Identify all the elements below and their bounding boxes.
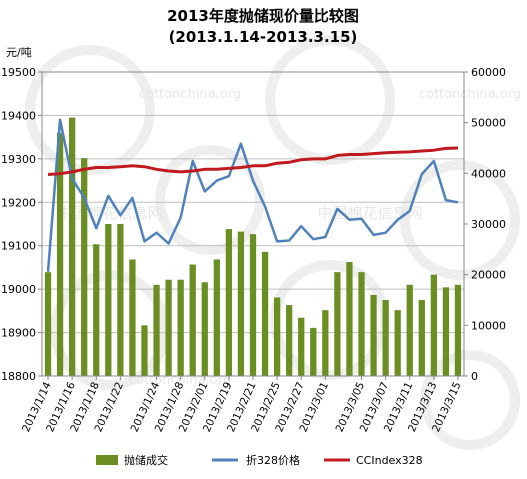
right-tick-label: 50000 <box>471 117 506 130</box>
bar <box>129 259 136 376</box>
legend-label-bar: 抛储成交 <box>124 453 168 467</box>
bar <box>165 279 172 376</box>
bar <box>394 310 401 376</box>
left-tick-label: 19500 <box>1 66 36 79</box>
watermark-text: 中国棉花信息网 <box>317 204 422 222</box>
legend-label-price: 折328价格 <box>246 453 300 467</box>
legend-label-ccindex: CCIndex328 <box>356 454 423 467</box>
right-tick-label: 40000 <box>471 167 506 180</box>
watermark-text: cottonchina.org <box>129 373 231 388</box>
bar <box>105 224 112 376</box>
legend: 抛储成交 折328价格 CCIndex328 <box>96 453 423 467</box>
bar <box>213 259 220 376</box>
bar <box>310 327 317 376</box>
bar <box>406 284 413 376</box>
bar <box>358 272 365 376</box>
bar <box>382 300 389 376</box>
bar <box>298 317 305 376</box>
bar <box>322 310 329 376</box>
bar <box>141 325 148 376</box>
bar-series <box>44 117 462 376</box>
bar <box>261 251 269 376</box>
bar <box>334 272 341 376</box>
bar <box>177 279 184 376</box>
bar <box>153 284 160 376</box>
chart-subtitle: (2013.1.14-2013.3.15) <box>169 28 358 46</box>
bar <box>201 282 208 376</box>
bar <box>225 229 233 376</box>
bar <box>93 244 100 376</box>
bar <box>286 305 293 376</box>
bar <box>442 287 450 376</box>
legend-swatch-bar <box>96 455 118 465</box>
line-series <box>46 118 459 272</box>
bar <box>189 264 196 376</box>
right-tick-label: 0 <box>471 370 478 383</box>
right-tick-label: 60000 <box>471 66 506 79</box>
watermark-text: cottonchina.org <box>419 87 521 102</box>
left-tick-label: 19200 <box>1 196 36 209</box>
bar <box>370 294 377 376</box>
bar <box>273 297 281 376</box>
bar <box>117 224 124 376</box>
left-axis-ticks: 18800 18900 19000 19100 19200 19300 19400 19500 <box>1 66 42 383</box>
watermark-text: cottonchina.org <box>139 87 241 102</box>
bar <box>237 231 245 376</box>
chart-title: 2013年度抛储现价量比较图 <box>167 7 359 25</box>
price-line <box>46 118 459 272</box>
right-axis-ticks: 0 10000 20000 30000 40000 50000 60000 <box>464 66 506 383</box>
bar <box>44 272 52 376</box>
bar <box>430 274 437 376</box>
left-tick-label: 18800 <box>1 370 36 383</box>
bar <box>454 284 462 376</box>
left-tick-label: 19000 <box>1 283 36 296</box>
right-tick-label: 10000 <box>471 319 506 332</box>
ccindex-line <box>47 146 459 176</box>
bar <box>56 132 64 376</box>
right-tick-label: 30000 <box>471 218 506 231</box>
bar <box>418 300 425 376</box>
right-tick-label: 20000 <box>471 269 506 282</box>
left-axis-unit: 元/吨 <box>6 46 32 59</box>
bar <box>249 234 257 376</box>
bar <box>346 262 353 376</box>
left-tick-label: 18900 <box>1 327 36 340</box>
bar <box>81 158 88 376</box>
left-tick-label: 19100 <box>1 240 36 253</box>
left-tick-label: 19400 <box>1 109 36 122</box>
watermark-layer: cottonchina.org cottonchina.org cottonchin… <box>57 87 521 388</box>
left-tick-label: 19300 <box>1 153 36 166</box>
bar <box>69 117 76 376</box>
